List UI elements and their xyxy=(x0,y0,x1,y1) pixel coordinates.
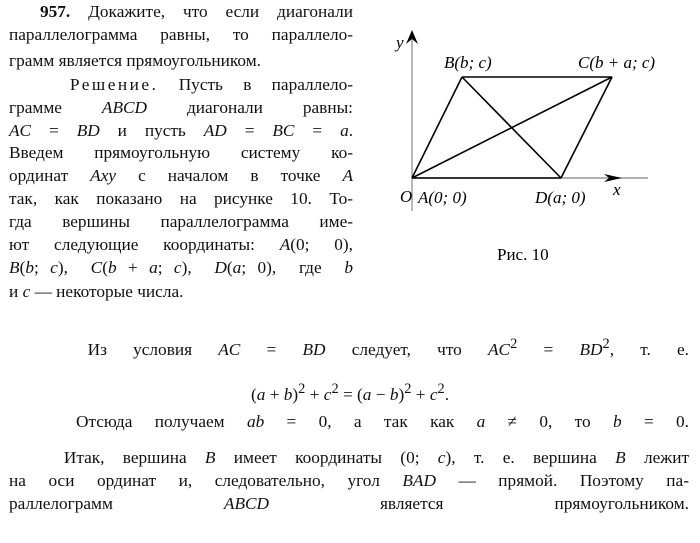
svg-text:O: O xyxy=(400,187,412,206)
svg-text:x: x xyxy=(612,180,621,199)
svg-text:A(0; 0): A(0; 0) xyxy=(417,188,467,207)
svg-text:y: y xyxy=(394,33,404,52)
svg-text:Рис. 10: Рис. 10 xyxy=(497,245,549,264)
svg-text:D(a; 0): D(a; 0) xyxy=(534,188,586,207)
svg-text:C(b + a; c): C(b + a; c) xyxy=(578,53,655,72)
svg-text:B(b; c): B(b; c) xyxy=(444,53,492,72)
